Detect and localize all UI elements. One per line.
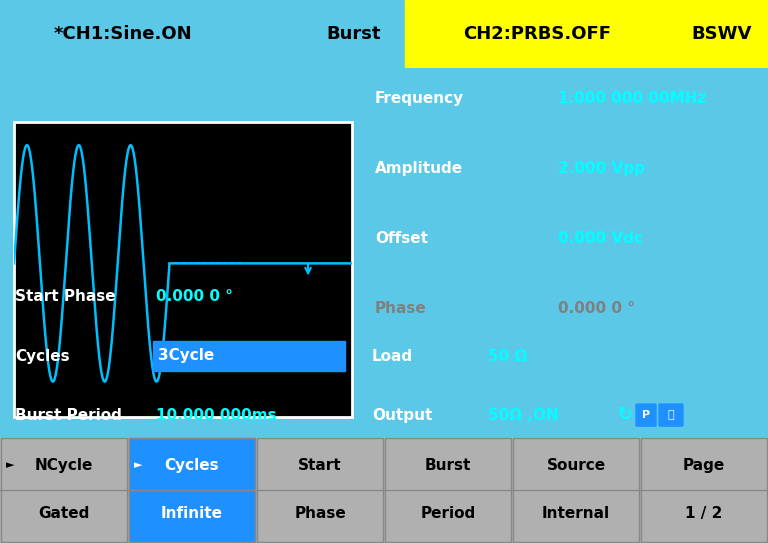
- Text: ⛶: ⛶: [667, 410, 674, 420]
- Text: Period: Period: [420, 506, 475, 521]
- Text: Offset: Offset: [375, 231, 428, 246]
- Bar: [385, 438, 511, 542]
- Text: Burst: Burst: [326, 25, 380, 43]
- Text: CH2:PRBS.OFF: CH2:PRBS.OFF: [464, 25, 611, 43]
- Text: 0.000 Vdc: 0.000 Vdc: [558, 231, 643, 246]
- Text: Cycles: Cycles: [15, 350, 70, 364]
- Bar: [1, 438, 127, 542]
- Bar: [129, 438, 255, 542]
- Text: *CH1:Sine.ON: *CH1:Sine.ON: [54, 25, 193, 43]
- Text: Phase: Phase: [375, 301, 427, 317]
- Bar: [257, 438, 383, 542]
- FancyBboxPatch shape: [659, 404, 683, 426]
- Text: Internal: Internal: [542, 506, 610, 521]
- Bar: [0, 0, 405, 68]
- Text: NCycle: NCycle: [35, 458, 93, 472]
- Bar: [641, 438, 767, 542]
- Text: Amplitude: Amplitude: [375, 161, 463, 176]
- Text: Frequency: Frequency: [375, 91, 464, 106]
- Bar: [385, 438, 511, 542]
- Bar: [257, 438, 383, 542]
- Bar: [405, 0, 768, 68]
- Text: Gated: Gated: [38, 506, 90, 521]
- Text: Cycles: Cycles: [164, 458, 220, 472]
- Bar: [641, 438, 767, 542]
- Text: 3Cycle: 3Cycle: [158, 349, 214, 363]
- Text: 0.000 0 °: 0.000 0 °: [156, 289, 233, 304]
- Text: Burst Period: Burst Period: [15, 408, 122, 422]
- Text: ►: ►: [134, 460, 143, 470]
- FancyBboxPatch shape: [636, 404, 656, 426]
- Text: 1.000 000 00MHz: 1.000 000 00MHz: [558, 91, 707, 106]
- Bar: [14, 122, 352, 417]
- Text: 1 / 2: 1 / 2: [685, 506, 723, 521]
- Text: 10.000 000ms: 10.000 000ms: [156, 408, 276, 422]
- Text: P: P: [642, 410, 650, 420]
- Text: 0.000 0 °: 0.000 0 °: [558, 301, 635, 317]
- Bar: [513, 438, 639, 542]
- Text: Output: Output: [372, 408, 432, 422]
- Text: Start Phase: Start Phase: [15, 289, 116, 304]
- Text: ►: ►: [6, 460, 15, 470]
- Text: ↻: ↻: [618, 406, 633, 424]
- Text: 50 Ω: 50 Ω: [488, 350, 528, 364]
- Text: Source: Source: [547, 458, 605, 472]
- Text: Infinite: Infinite: [161, 506, 223, 521]
- Text: Load: Load: [372, 350, 413, 364]
- Bar: [1, 438, 127, 542]
- Text: 50Ω ,ON: 50Ω ,ON: [488, 408, 559, 422]
- Text: 2.000 Vpp: 2.000 Vpp: [558, 161, 645, 176]
- Text: BSWV: BSWV: [692, 25, 752, 43]
- Text: Page: Page: [683, 458, 725, 472]
- Bar: [513, 438, 639, 542]
- Text: Burst: Burst: [425, 458, 472, 472]
- Bar: [153, 341, 345, 371]
- Bar: [129, 438, 255, 542]
- Text: Start: Start: [298, 458, 342, 472]
- Text: Phase: Phase: [294, 506, 346, 521]
